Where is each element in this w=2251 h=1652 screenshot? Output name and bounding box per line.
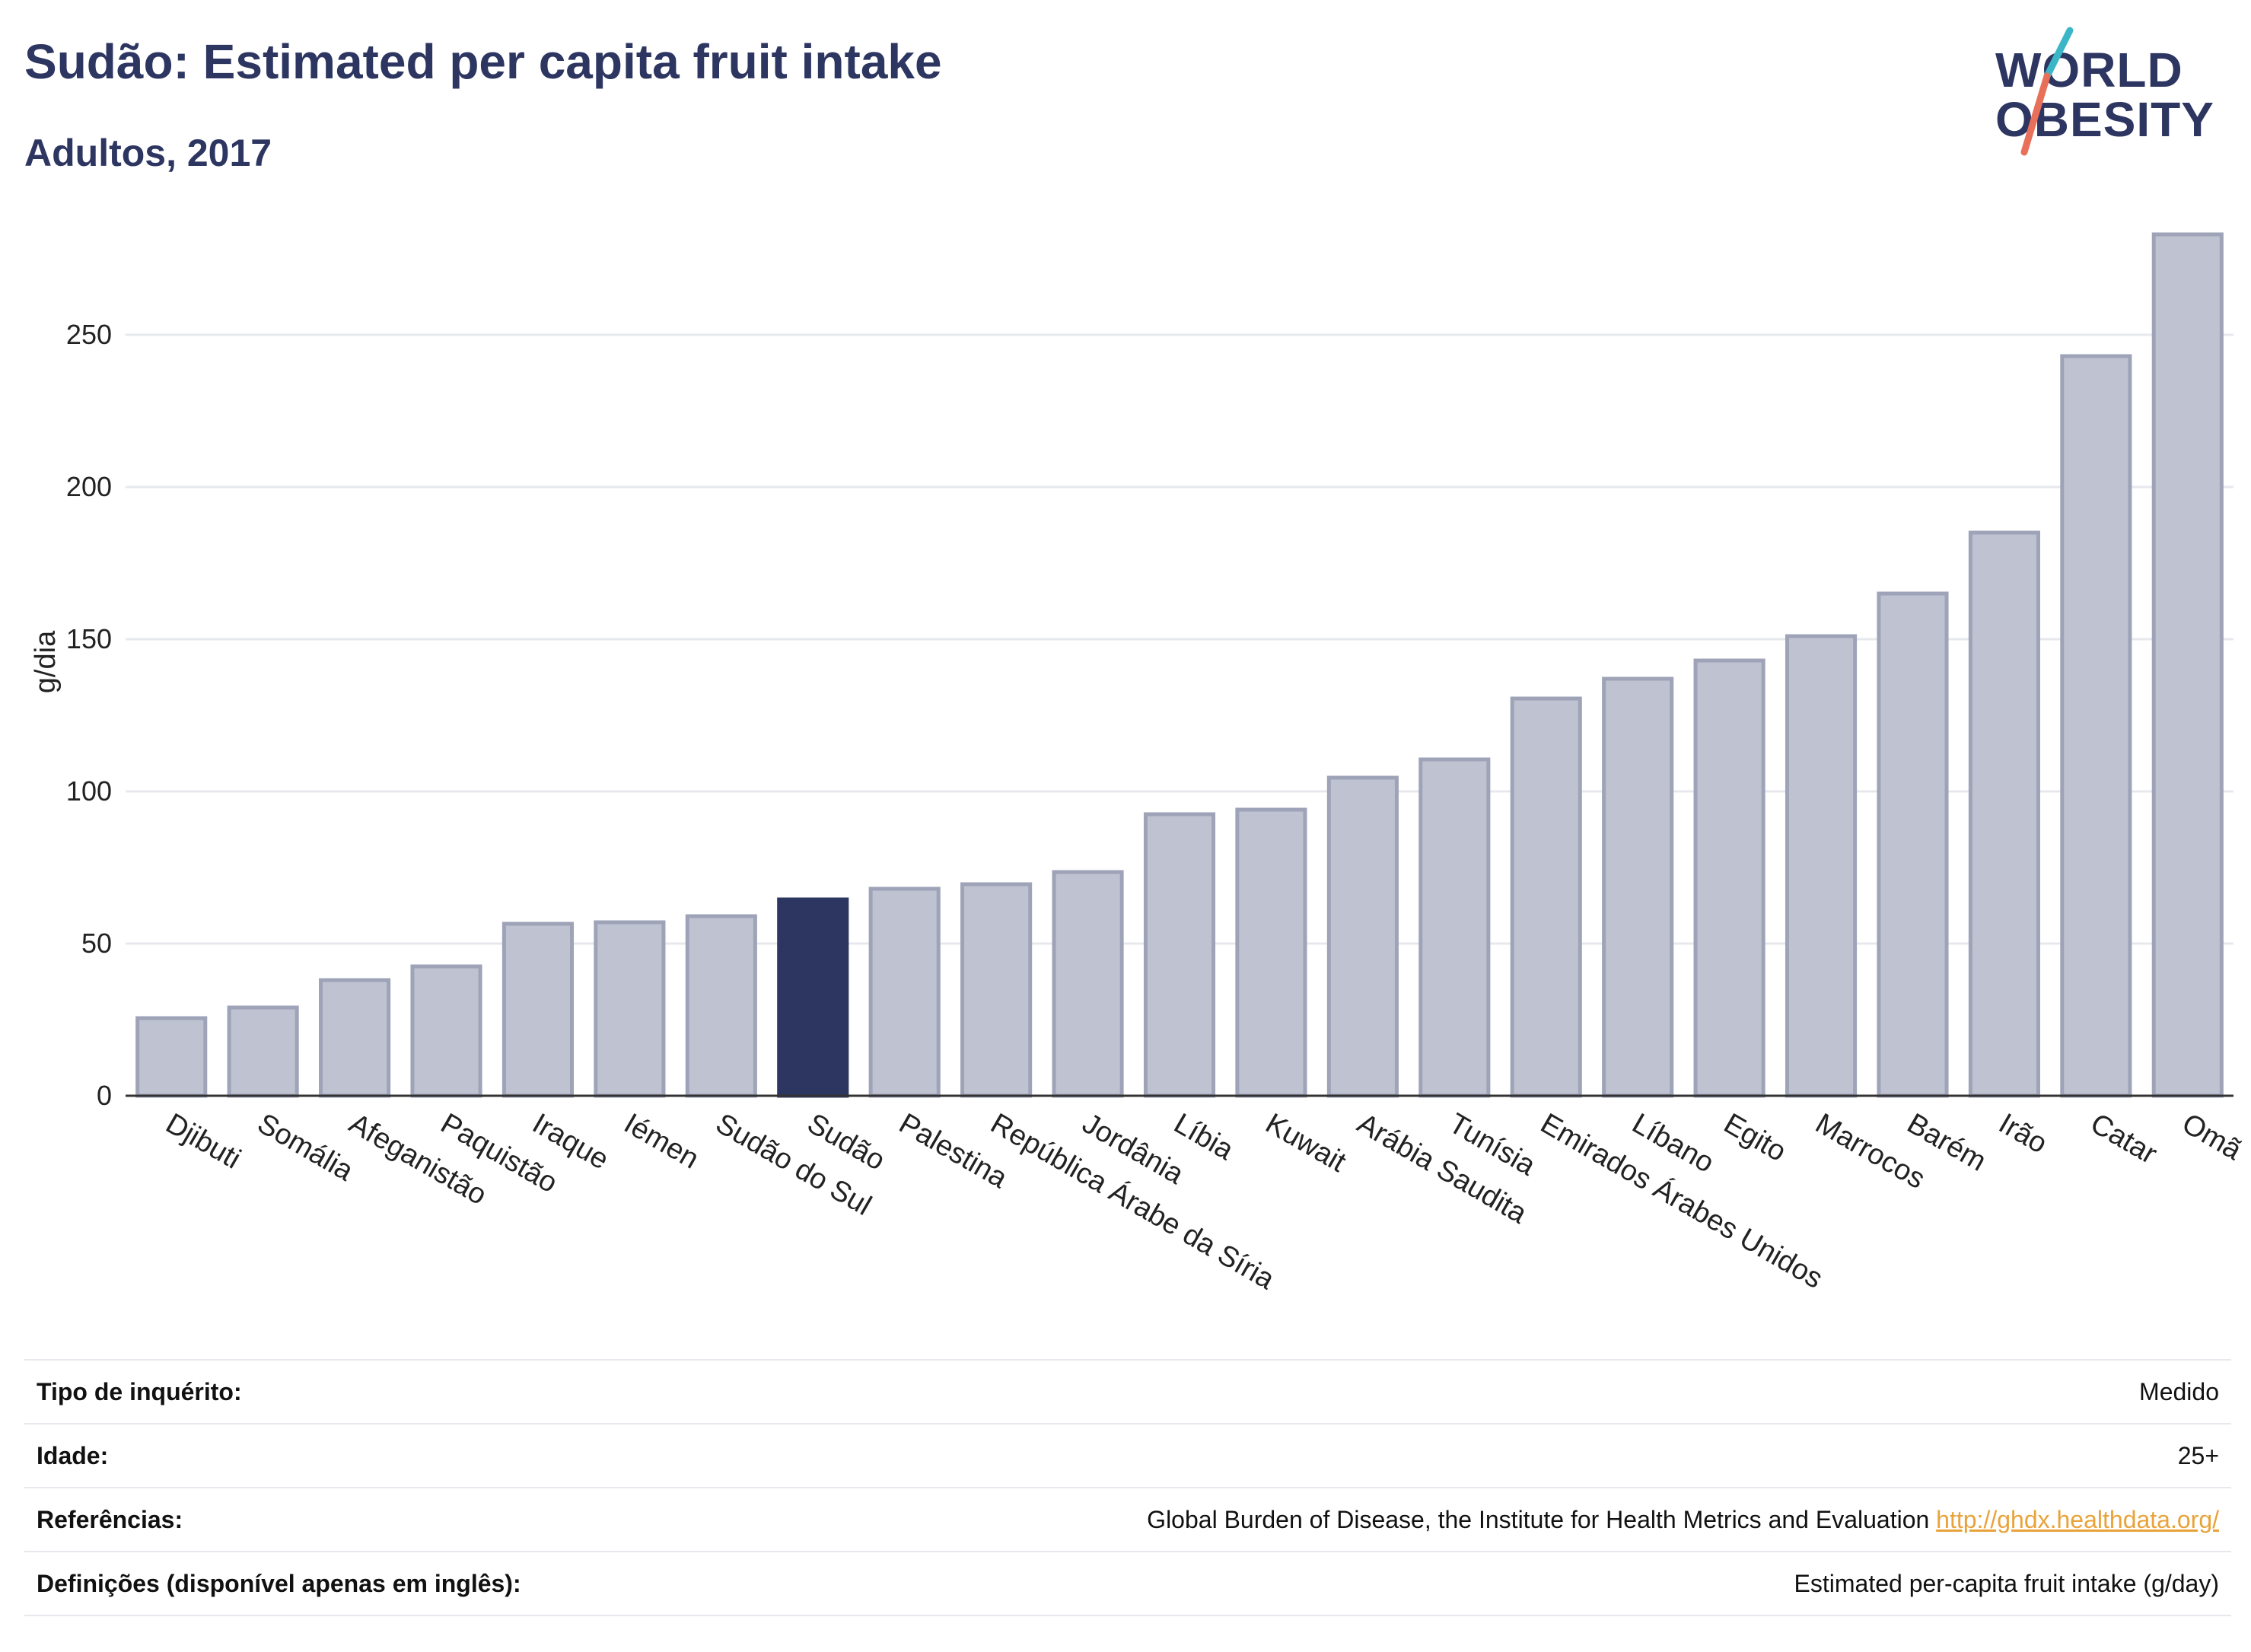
x-tick-label: Egito	[1718, 1107, 1791, 1168]
info-key: Tipo de inquérito:	[37, 1377, 242, 1405]
info-key: Idade:	[37, 1441, 109, 1469]
bar	[960, 882, 1033, 1098]
y-tick-label: 250	[66, 319, 112, 350]
bar	[227, 1005, 299, 1098]
y-tick-label: 150	[66, 623, 112, 654]
x-tick-label: Kuwait	[1260, 1107, 1352, 1179]
x-tick-label: Djibuti	[161, 1107, 246, 1175]
logo-slash-icon	[2020, 27, 2074, 156]
bar	[319, 978, 391, 1098]
chart-subtitle: Adultos, 2017	[24, 132, 272, 174]
info-value: Estimated per-capita fruit intake (g/day…	[1794, 1569, 2219, 1597]
bar	[777, 897, 849, 1098]
y-tick-label: 50	[81, 928, 112, 959]
x-tick-label: Somália	[252, 1107, 359, 1187]
bar	[2151, 232, 2224, 1098]
bar	[2060, 354, 2132, 1098]
bar	[594, 920, 666, 1098]
bar	[410, 964, 482, 1098]
x-tick-label: Sudão do Sul	[710, 1107, 877, 1221]
y-tick-label: 100	[66, 775, 112, 807]
bar	[1602, 676, 1674, 1098]
bar	[685, 914, 757, 1098]
chart-title: Sudão: Estimated per capita fruit intake	[24, 34, 942, 89]
y-tick-label: 200	[66, 471, 112, 502]
bar	[1693, 658, 1765, 1098]
info-key: Definições (disponível apenas em inglês)…	[37, 1569, 521, 1597]
logo-line-1: WORLD	[1995, 43, 2183, 97]
bar	[1877, 591, 1949, 1098]
reference-text: Global Burden of Disease, the Institute …	[1147, 1505, 1930, 1533]
bar	[1235, 807, 1307, 1098]
bar	[1968, 530, 2040, 1098]
y-tick-label: 0	[97, 1080, 112, 1111]
bar	[1052, 870, 1124, 1098]
bar	[868, 886, 941, 1098]
info-table: Tipo de inquérito: Medido Idade: 25+ Ref…	[24, 1359, 2231, 1616]
bar	[135, 1016, 208, 1098]
bar	[501, 921, 575, 1098]
info-key: Referências:	[37, 1505, 183, 1533]
info-row-references: Referências: Global Burden of Disease, t…	[24, 1487, 2231, 1551]
info-row-survey-type: Tipo de inquérito: Medido	[24, 1359, 2231, 1423]
x-tick-label: Irão	[1993, 1107, 2052, 1160]
info-row-age: Idade: 25+	[24, 1423, 2231, 1487]
x-tick-label: Catar	[2085, 1107, 2163, 1170]
bar	[1785, 634, 1858, 1098]
world-obesity-logo: WORLD OBESITY	[1986, 23, 2237, 160]
reference-link[interactable]: http://ghdx.healthdata.org/	[1936, 1505, 2219, 1533]
info-row-definitions: Definições (disponível apenas em inglês)…	[24, 1551, 2231, 1616]
info-value: 25+	[2177, 1441, 2219, 1469]
y-axis-title: g/dia	[30, 630, 62, 693]
bar	[1143, 812, 1216, 1098]
x-tick-label: Iémen	[619, 1107, 704, 1175]
x-tick-label: Omã	[2176, 1107, 2247, 1167]
info-value: Medido	[2139, 1377, 2219, 1405]
bar	[1510, 696, 1582, 1098]
info-value: Global Burden of Disease, the Institute …	[1147, 1506, 2219, 1534]
bar	[1418, 757, 1491, 1098]
bar	[1326, 775, 1399, 1098]
